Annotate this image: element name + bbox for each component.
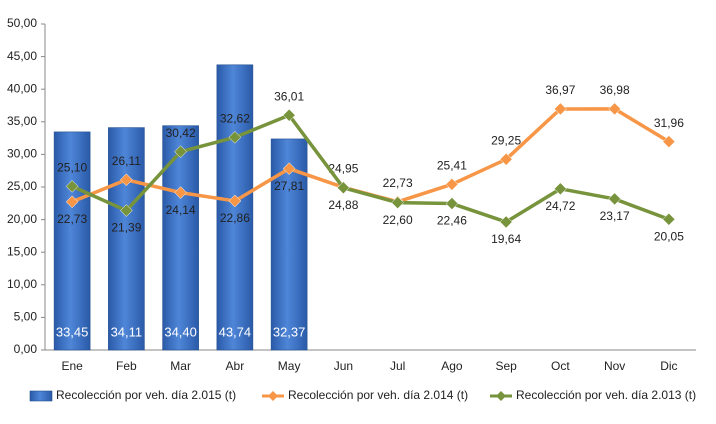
x-tick-label: May — [278, 359, 301, 373]
line-value-label: 32,62 — [220, 111, 250, 125]
x-tick-label: Dic — [660, 359, 677, 373]
y-tick-label: 0,00 — [14, 342, 38, 356]
bar — [162, 125, 199, 351]
line-value-label: 31,96 — [654, 116, 684, 130]
line-value-label: 26,11 — [112, 154, 141, 168]
x-tick-label: Ene — [61, 359, 83, 373]
line-value-label: 22,60 — [383, 213, 413, 227]
marker — [228, 194, 242, 208]
legend-swatch — [29, 390, 53, 402]
line-value-label: 24,72 — [545, 199, 575, 213]
y-tick-label: 40,00 — [7, 81, 37, 95]
marker — [662, 135, 676, 148]
marker — [499, 152, 513, 166]
line — [71, 107, 670, 204]
legend-label: Recolección por veh. día 2.014 (t) — [288, 388, 468, 402]
marker — [228, 130, 242, 144]
marker — [282, 108, 296, 122]
x-tick-label: Sep — [495, 359, 517, 373]
x-tick-label: Abr — [226, 359, 245, 373]
y-tick-label: 15,00 — [7, 244, 37, 258]
line-value-label: 21,39 — [111, 221, 141, 235]
x-tick-label: Feb — [116, 359, 137, 373]
line-value-label: 25,10 — [57, 161, 87, 175]
bar-value-label: 34,40 — [164, 324, 197, 339]
y-tick-label: 35,00 — [7, 114, 37, 128]
bar — [216, 64, 254, 351]
y-tick-label: 25,00 — [7, 179, 37, 193]
marker — [391, 196, 404, 210]
bar-value-label: 33,45 — [56, 324, 89, 339]
line-value-label: 36,97 — [545, 83, 575, 97]
bar — [53, 131, 91, 351]
y-tick-label: 5,00 — [14, 310, 38, 324]
marker — [120, 173, 133, 187]
y-tick-label: 20,00 — [7, 212, 37, 226]
marker — [65, 179, 79, 193]
marker — [120, 204, 133, 217]
line-value-label: 24,88 — [328, 198, 358, 212]
line-value-label: 24,14 — [166, 203, 196, 217]
marker — [608, 102, 621, 116]
line-value-label: 22,46 — [437, 214, 467, 228]
marker — [337, 181, 350, 195]
y-tick-label: 45,00 — [7, 49, 37, 63]
line-value-label: 23,17 — [600, 209, 630, 223]
line-value-label: 22,73 — [383, 176, 413, 190]
marker — [499, 215, 513, 229]
marker — [65, 195, 79, 209]
line-value-label: 27,81 — [274, 179, 304, 193]
marker — [554, 182, 567, 196]
line-value-label: 25,41 — [437, 158, 467, 172]
line-value-label: 20,05 — [654, 229, 684, 243]
line — [71, 113, 670, 224]
y-tick-label: 30,00 — [7, 147, 37, 161]
line-value-label: 36,98 — [600, 83, 630, 97]
x-tick-label: Nov — [604, 359, 625, 373]
x-tick-label: Ago — [441, 359, 463, 373]
line-value-label: 29,25 — [491, 133, 521, 147]
marker — [282, 162, 296, 176]
line-value-label: 22,86 — [220, 211, 250, 225]
x-tick-label: Oct — [551, 359, 570, 373]
line-value-label: 30,42 — [166, 126, 196, 140]
x-tick-label: Mar — [170, 359, 191, 373]
marker — [445, 197, 459, 210]
marker — [174, 145, 187, 159]
bar-value-label: 32,37 — [273, 324, 306, 339]
marker — [662, 212, 676, 226]
legend-label: Recolección por veh. día 2.013 (t) — [516, 388, 696, 402]
marker — [608, 192, 621, 206]
bar — [108, 127, 145, 351]
legend-label: Recolección por veh. día 2.015 (t) — [56, 388, 236, 402]
line-value-label: 19,64 — [491, 232, 521, 246]
y-tick-label: 10,00 — [7, 277, 37, 291]
marker — [554, 102, 567, 116]
x-tick-label: Jun — [334, 359, 353, 373]
marker — [174, 186, 187, 199]
legend-marker — [268, 391, 278, 401]
bar-value-label: 34,11 — [111, 324, 143, 339]
bar-value-label: 43,74 — [219, 324, 252, 339]
line-value-label: 24,95 — [328, 161, 358, 175]
x-tick-label: Jul — [390, 359, 405, 373]
line-value-label: 36,01 — [274, 89, 304, 103]
legend-marker — [496, 391, 506, 401]
marker — [445, 177, 459, 191]
y-tick-label: 50,00 — [7, 16, 37, 30]
line-value-label: 22,73 — [57, 212, 87, 226]
